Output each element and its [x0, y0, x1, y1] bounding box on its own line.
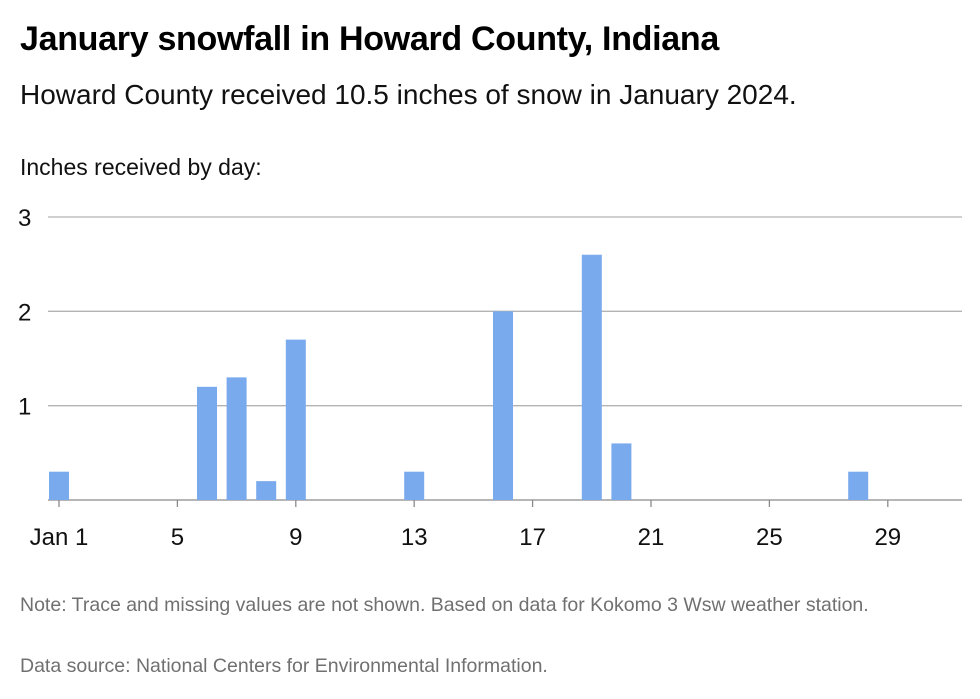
y-axis-label: Inches received by day: [20, 154, 262, 180]
bar [256, 481, 277, 500]
x-tick-label: 13 [401, 524, 428, 551]
bar [581, 254, 602, 500]
x-tick-label: 21 [638, 524, 665, 551]
y-tick-label: 2 [18, 299, 31, 326]
x-tick-label: 25 [756, 524, 783, 551]
bar [49, 471, 69, 500]
bar [848, 471, 869, 500]
bars [49, 254, 869, 500]
bar-chart: 1 2 3 Jan 1 5 9 13 17 21 25 29 [18, 205, 962, 551]
y-tick-label: 3 [18, 205, 31, 232]
bar [493, 311, 513, 500]
x-tick-label: 17 [519, 524, 546, 551]
x-tick-label: 5 [171, 524, 184, 551]
chart-title: January snowfall in Howard County, India… [20, 20, 719, 58]
chart-note: Note: Trace and missing values are not s… [20, 594, 869, 616]
x-tick-label: Jan 1 [30, 524, 89, 551]
bar [404, 471, 425, 500]
bar [611, 443, 632, 500]
x-tick-label: 29 [874, 524, 901, 551]
y-tick-label: 1 [18, 394, 31, 421]
data-source: Data source: National Centers for Enviro… [20, 655, 548, 677]
chart-subtitle: Howard County received 10.5 inches of sn… [20, 79, 797, 110]
bar [226, 377, 247, 500]
bar [285, 339, 306, 500]
bar [197, 386, 217, 500]
x-tick-label: 9 [289, 524, 302, 551]
axis-ticks: 1 2 3 Jan 1 5 9 13 17 21 25 29 [18, 205, 901, 551]
